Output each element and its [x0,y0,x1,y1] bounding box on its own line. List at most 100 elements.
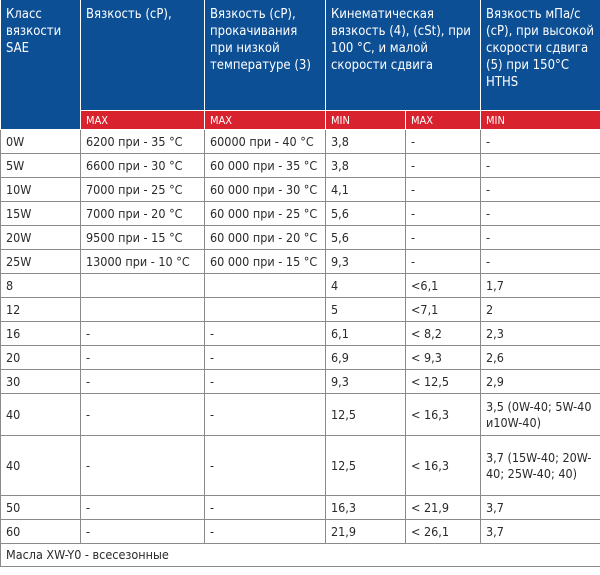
table-row: 25W 13000 при - 10 °C 60 000 при - 15 °C 9,… [0,249,600,274]
table-cell: 5,6 [325,201,406,226]
table-cell: 4,1 [325,177,406,202]
table-row: 0W 6200 при - 35 °C 60000 при - 40 °C 3,8- - [0,129,600,154]
table-cell: 7000 при - 25 °C [80,177,205,202]
table-cell: - [80,321,205,346]
table-cell: < 8,2 [404,321,482,346]
table-row: 15W 7000 при - 20 °C 60 000 при - 25 °C 5,6… [0,201,600,226]
table-cell: 5 [325,297,406,322]
table-cell: 2,3 [480,321,600,346]
table-row: 10W 7000 при - 25 °C 60 000 при - 30 °C 4,1… [0,177,600,202]
table-cell: 1,7 [480,273,600,298]
table-cell: 12,5 [325,393,406,436]
table-cell: 2,9 [480,369,600,394]
table-cell [204,297,326,322]
table-row: 40- -12,5 < 16,3 3,5 (0W-40; 5W-40 и10W-40) [0,393,600,436]
table-cell: - [480,129,600,154]
table-cell: 13000 при - 10 °C [80,249,205,274]
table-row: 16- -6,1 < 8,2 2,3 [0,321,600,346]
table-row: 60- -21,9 < 26,1 3,7 [0,519,600,544]
table-cell: 60 000 при - 30 °C [204,177,326,202]
table-row: 40- -12,5 < 16,3 3,7 (15W-40; 20W-40; 25W-4… [0,435,600,496]
table-cell: - [404,129,482,154]
table-cell: 50 [0,495,81,520]
table-cell: 2 [480,297,600,322]
table-cell: 20 [0,345,81,370]
table-cell: 25W [0,249,81,274]
table-cell: 40 [0,393,81,436]
header-kinematic-viscosity: Кинематическая вязкость (4), (cSt), при … [324,0,482,111]
table-cell: 20W [0,225,81,250]
table-cell: 8 [0,273,81,298]
table-row: 30- -9,3 < 12,5 2,9 [0,369,600,394]
table-row: 20- -6,9 < 9,3 2,6 [0,345,600,370]
table-cell: 3,7 [480,495,600,520]
header-viscosity: Вязкость (cP), [80,0,205,111]
table-cell: 60 [0,519,81,544]
table-cell: 15W [0,201,81,226]
table-cell: - [404,249,482,274]
subheader-max: MAX [80,110,205,130]
table-cell: < 16,3 [404,393,482,436]
table-cell: 6,1 [325,321,406,346]
table-cell: 6,9 [325,345,406,370]
footer-note: Масла XW-Y0 - всесезонные [0,543,600,567]
table-cell: - [80,435,205,496]
header-sae-class: Класс вязкости SAE [0,0,81,130]
table-cell: 3,7 [480,519,600,544]
table-cell: - [404,201,482,226]
table-cell: 4 [325,273,406,298]
table-cell: - [404,153,482,178]
table-cell: - [204,495,326,520]
table-row: 5W 6600 при - 30 °C 60 000 при - 35 °C 3,8-… [0,153,600,178]
table-cell: 16,3 [325,495,406,520]
table-cell: 5W [0,153,81,178]
table-cell: 5,6 [325,225,406,250]
table-cell: - [80,369,205,394]
table-cell: 9,3 [325,249,406,274]
table-cell: 3,8 [325,153,406,178]
table-cell: <6,1 [404,273,482,298]
table-row: 8 4 <6,1 1,7 [0,273,600,298]
table-cell: 9500 при - 15 °C [80,225,205,250]
table-cell: 30 [0,369,81,394]
table-cell: < 21,9 [404,495,482,520]
table-cell: - [80,345,205,370]
table-cell: 40 [0,435,81,496]
table-cell: 60000 при - 40 °C [204,129,326,154]
table-cell: 21,9 [325,519,406,544]
table-cell: < 12,5 [404,369,482,394]
table-cell: - [80,519,205,544]
table-cell: <7,1 [404,297,482,322]
table-cell: - [80,393,205,436]
subheader-min: MIN [480,110,600,130]
table-cell: < 26,1 [404,519,482,544]
table-cell: - [204,321,326,346]
table-cell: 10W [0,177,81,202]
table-cell [204,273,326,298]
table-cell: 60 000 при - 15 °C [204,249,326,274]
table-cell: - [404,225,482,250]
table-cell: - [404,177,482,202]
table-cell: 16 [0,321,81,346]
table-cell: < 16,3 [404,435,482,496]
table-cell: 3,8 [325,129,406,154]
table-cell: 12,5 [325,435,406,496]
table-row: 12 5 <7,1 2 [0,297,600,322]
subheader-row: MAX MAX MIN MAX MIN [1,110,600,130]
table-cell: 9,3 [325,369,406,394]
subheader-max: MAX [204,110,326,130]
table-cell: < 9,3 [404,345,482,370]
table-row: 50- -16,3 < 21,9 3,7 [0,495,600,520]
header-pumping-viscosity: Вязкость (cP), прокачивания при низкой т… [204,0,326,111]
table-cell: 60 000 при - 20 °C [204,225,326,250]
header-hths-viscosity: Вязкость мПа/с (cP), при высокой скорост… [480,0,600,111]
table-cell: - [480,177,600,202]
table-cell: 6600 при - 30 °C [80,153,205,178]
header-row: Класс вязкости SAE Вязкость (cP), Вязкос… [0,0,600,130]
table-cell: 3,7 (15W-40; 20W-40; 25W-40; 40) [480,435,600,496]
table-cell [80,273,205,298]
table-cell: - [204,393,326,436]
table-cell [80,297,205,322]
table-row: 20W 9500 при - 15 °C 60 000 при - 20 °C 5,6… [0,225,600,250]
